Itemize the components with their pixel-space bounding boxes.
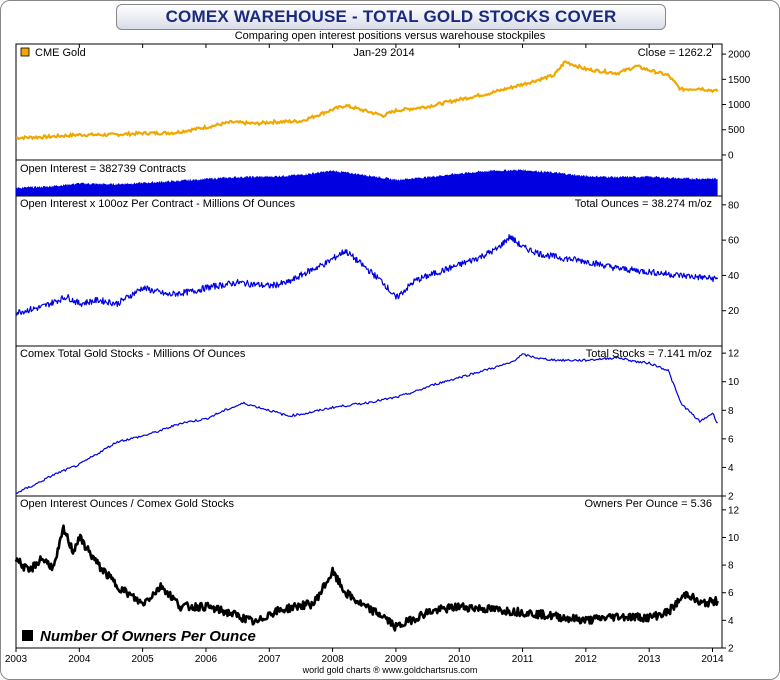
owners-per-ounce-line bbox=[14, 524, 719, 632]
gold-legend-label: CME Gold bbox=[35, 47, 86, 59]
gold-stocks-title: Comex Total Gold Stocks - Millions Of Ou… bbox=[20, 348, 246, 360]
x-tick-label: 2010 bbox=[448, 654, 471, 665]
gold-panel-y-tick-label: 2000 bbox=[728, 50, 751, 61]
owners-per-ounce-y-tick-label: 12 bbox=[728, 505, 740, 516]
open-interest-area bbox=[16, 168, 718, 196]
legend-swatch-gold bbox=[20, 47, 30, 57]
total-ounces-y-tick-label: 40 bbox=[728, 271, 740, 282]
gold-panel-y-tick-label: 0 bbox=[728, 150, 734, 161]
gold-stocks-y-tick-label: 4 bbox=[728, 463, 734, 474]
owners-per-ounce-title: Open Interest Ounces / Comex Gold Stocks bbox=[20, 498, 234, 510]
gold-stocks-line bbox=[15, 353, 719, 494]
gold-stocks-value-label: Total Stocks = 7.141 m/oz bbox=[586, 348, 712, 360]
total-ounces-y-tick-label: 80 bbox=[728, 200, 740, 211]
gold-stocks-y-tick-label: 2 bbox=[728, 492, 734, 503]
x-tick-label: 2014 bbox=[701, 654, 724, 665]
gold-stocks-y-tick-label: 10 bbox=[728, 377, 740, 388]
x-tick-label: 2011 bbox=[512, 654, 534, 665]
owners-per-ounce-y-tick-label: 2 bbox=[728, 644, 734, 655]
total-ounces-title: Open Interest x 100oz Per Contract - Mil… bbox=[20, 198, 296, 210]
gold-stocks-y-tick-label: 8 bbox=[728, 406, 734, 417]
x-tick-label: 2009 bbox=[385, 654, 408, 665]
owners-per-ounce-y-tick-label: 6 bbox=[728, 588, 734, 599]
total-ounces-line bbox=[15, 234, 719, 316]
gold-price-line bbox=[15, 60, 719, 141]
x-tick-label: 2006 bbox=[195, 654, 218, 665]
total-ounces-value-label: Total Ounces = 38.274 m/oz bbox=[575, 198, 712, 210]
owners-per-ounce-y-tick-label: 10 bbox=[728, 533, 740, 544]
open-interest-label: Open Interest = 382739 Contracts bbox=[20, 163, 187, 175]
total-ounces-y-tick-label: 20 bbox=[728, 306, 740, 317]
x-tick-label: 2007 bbox=[258, 654, 281, 665]
x-tick-label: 2004 bbox=[68, 654, 91, 665]
gold-panel-y-tick-label: 1500 bbox=[728, 75, 751, 86]
chart-credit: world gold charts ® www.goldchartsrus.co… bbox=[302, 665, 478, 675]
gold-panel-y-tick-label: 500 bbox=[728, 125, 745, 136]
gold-close-label: Close = 1262.2 bbox=[638, 47, 712, 59]
owners-per-ounce-y-tick-label: 8 bbox=[728, 561, 734, 572]
chart-subtitle: Comparing open interest positions versus… bbox=[234, 30, 546, 42]
x-tick-label: 2013 bbox=[638, 654, 661, 665]
chart-title: COMEX WAREHOUSE - TOTAL GOLD STOCKS COVE… bbox=[165, 7, 617, 26]
legend-swatch-owners bbox=[22, 630, 33, 641]
gold-panel-y-tick-label: 1000 bbox=[728, 100, 751, 111]
x-tick-label: 2012 bbox=[575, 654, 598, 665]
x-tick-label: 2008 bbox=[321, 654, 344, 665]
x-tick-label: 2005 bbox=[132, 654, 155, 665]
owners-per-ounce-y-tick-label: 4 bbox=[728, 616, 734, 627]
total-ounces-y-tick-label: 60 bbox=[728, 236, 740, 247]
gold-date-label: Jan-29 2014 bbox=[353, 47, 414, 59]
gold-stocks-y-tick-label: 6 bbox=[728, 434, 734, 445]
x-tick-label: 2003 bbox=[5, 654, 28, 665]
owners-legend-label: Number Of Owners Per Ounce bbox=[40, 628, 256, 645]
gold-stocks-y-tick-label: 12 bbox=[728, 349, 740, 360]
owners-per-ounce-value-label: Owners Per Ounce = 5.36 bbox=[585, 498, 712, 510]
chart-title-bar: COMEX WAREHOUSE - TOTAL GOLD STOCKS COVE… bbox=[116, 4, 666, 30]
